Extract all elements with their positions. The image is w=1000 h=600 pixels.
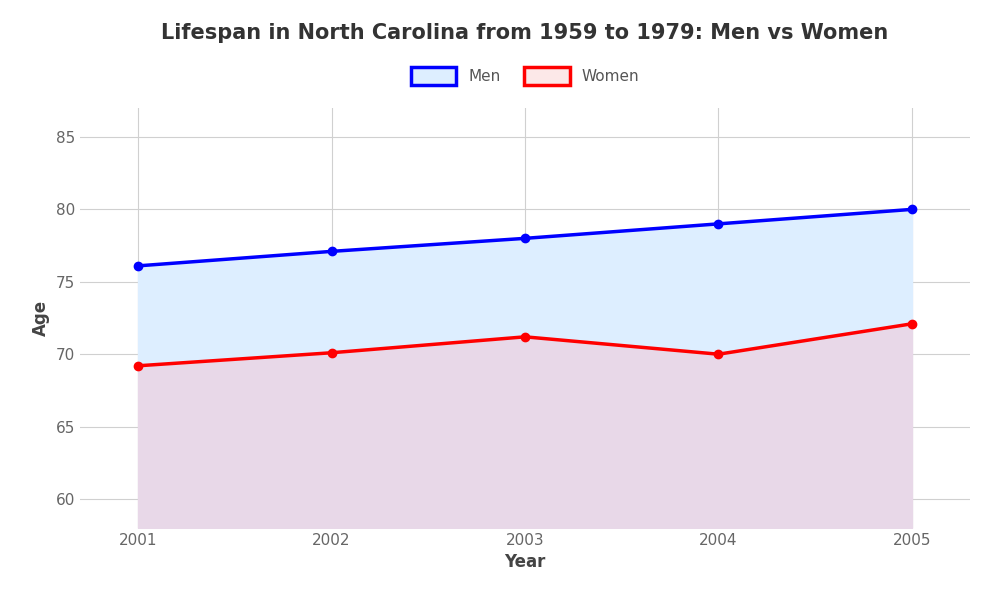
X-axis label: Year: Year <box>504 553 546 571</box>
Title: Lifespan in North Carolina from 1959 to 1979: Men vs Women: Lifespan in North Carolina from 1959 to … <box>161 23 889 43</box>
Legend: Men, Women: Men, Women <box>404 61 646 91</box>
Y-axis label: Age: Age <box>32 300 50 336</box>
